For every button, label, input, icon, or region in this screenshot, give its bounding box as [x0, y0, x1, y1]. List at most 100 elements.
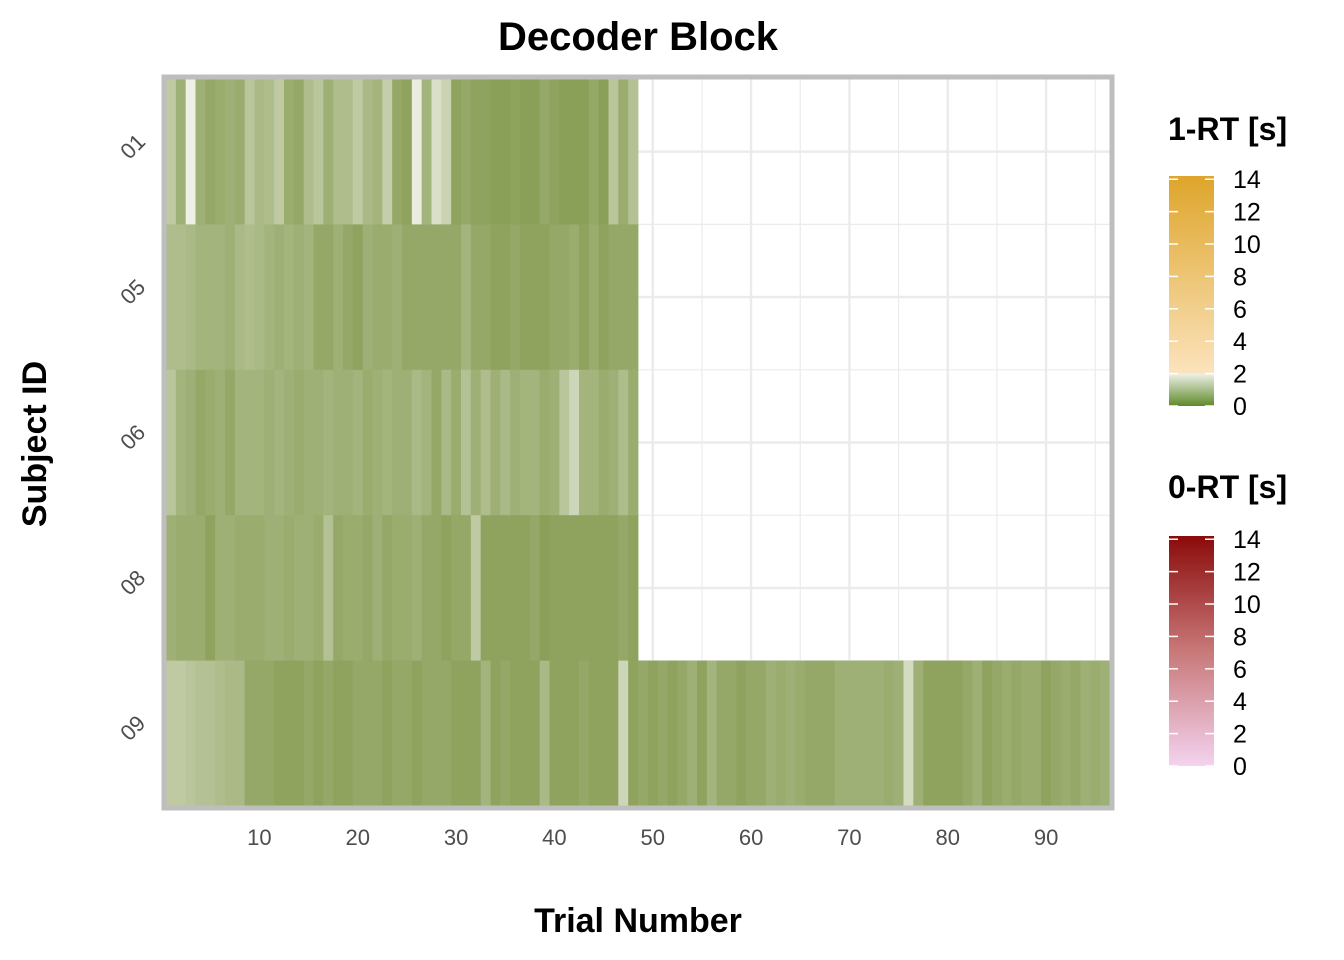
heatmap-cell	[225, 224, 236, 371]
legend-zero-rt-title: 0-RT [s]	[1168, 469, 1287, 505]
heatmap-cell	[1031, 660, 1042, 807]
heatmap-cell	[470, 660, 482, 807]
heatmap-cell	[569, 515, 580, 661]
heatmap-cell	[185, 660, 196, 807]
heatmap-cell	[352, 660, 364, 807]
heatmap-cell	[254, 224, 265, 371]
legend-tick-label: 0	[1233, 393, 1247, 421]
heatmap-cell	[579, 224, 590, 371]
heatmap-cell	[608, 369, 619, 516]
heatmap-cell	[579, 515, 590, 661]
heatmap-cell	[215, 515, 226, 661]
heatmap-cell	[490, 79, 501, 225]
heatmap-cell	[913, 660, 924, 807]
heatmap-cell	[461, 369, 472, 516]
y-tick-label: 06	[115, 420, 150, 455]
heatmap-cell	[451, 660, 462, 807]
heatmap-cell	[313, 224, 324, 371]
legend-one-rt-ticks: 0 2 4 6 8 10 12 14	[1169, 166, 1261, 421]
legend-tick-label: 10	[1233, 231, 1261, 259]
heatmap-cell	[470, 515, 482, 661]
heatmap-cell	[1060, 660, 1072, 807]
heatmap-cell	[392, 224, 403, 371]
heatmap-cell	[529, 224, 541, 371]
heatmap-cell	[303, 224, 314, 371]
x-tick-label: 90	[1034, 825, 1058, 850]
heatmap-cell	[480, 660, 491, 807]
heatmap-cell	[431, 224, 442, 371]
heatmap-cell	[470, 224, 482, 371]
heatmap-cell	[844, 660, 855, 807]
heatmap-cell	[411, 79, 423, 225]
heatmap-cell	[992, 660, 1003, 807]
heatmap-cell	[303, 515, 314, 661]
heatmap-cell	[234, 224, 246, 371]
heatmap-cell	[431, 660, 442, 807]
heatmap-cell	[234, 515, 246, 661]
legend-tick-label: 2	[1233, 361, 1247, 389]
y-axis-ticks: 01 05 06 08 09	[115, 129, 150, 746]
heatmap-cell	[392, 515, 403, 661]
heatmap-cell	[392, 79, 403, 225]
heatmap-cell	[274, 224, 285, 371]
heatmap-cell	[293, 660, 305, 807]
heatmap-cell	[402, 515, 413, 661]
heatmap-cell	[215, 79, 226, 225]
heatmap-cell	[746, 660, 757, 807]
heatmap-cell	[215, 660, 226, 807]
heatmap-cell	[461, 515, 472, 661]
legend-tick-label: 10	[1233, 591, 1261, 619]
heatmap-cell	[608, 660, 619, 807]
legend-zero-rt: 0-RT [s] 0 2 4 6 8 10 12 14	[1168, 469, 1287, 781]
heatmap-cell	[559, 79, 570, 225]
heatmap-cell	[431, 515, 442, 661]
heatmap-cell	[598, 369, 609, 516]
legend-one-rt-title: 1-RT [s]	[1168, 111, 1287, 147]
heatmap-cell	[529, 79, 541, 225]
heatmap-cell	[1011, 660, 1022, 807]
heatmap-cell	[175, 224, 187, 371]
heatmap-cell	[962, 660, 973, 807]
heatmap-cell	[461, 224, 472, 371]
heatmap-cell	[362, 79, 373, 225]
heatmap-cell	[195, 515, 206, 661]
heatmap-cell	[175, 515, 187, 661]
legend-tick-label: 8	[1233, 623, 1247, 651]
heatmap-cell	[166, 369, 177, 516]
heatmap-cell	[569, 369, 580, 516]
heatmap-cell	[431, 369, 442, 516]
heatmap-cell	[510, 515, 521, 661]
heatmap-cell	[510, 369, 521, 516]
heatmap-cell	[225, 79, 236, 225]
heatmap-cell	[323, 515, 334, 661]
heatmap-cell	[195, 79, 206, 225]
heatmap-cell	[588, 224, 600, 371]
heatmap-cell	[539, 369, 550, 516]
legend-tick-label: 6	[1233, 656, 1247, 684]
heatmap-cell	[490, 515, 501, 661]
heatmap-cell	[421, 224, 432, 371]
heatmap-cell	[175, 369, 187, 516]
heatmap-cell	[392, 660, 403, 807]
heatmap-cell	[1021, 660, 1032, 807]
heatmap-cell	[421, 369, 432, 516]
heatmap-cell	[234, 79, 246, 225]
heatmap-cell	[274, 369, 285, 516]
heatmap-cell	[520, 79, 531, 225]
heatmap-cell	[470, 79, 482, 225]
heatmap-cell	[343, 369, 354, 516]
heatmap-cell	[470, 369, 482, 516]
heatmap-cell	[333, 660, 344, 807]
heatmap-cell	[205, 660, 216, 807]
heatmap-cell	[382, 515, 393, 661]
heatmap-cell	[362, 660, 373, 807]
heatmap-cell	[529, 660, 541, 807]
heatmap-cell	[333, 369, 344, 516]
heatmap-cell	[579, 369, 590, 516]
heatmap-cell	[1041, 660, 1052, 807]
heatmap-cell	[411, 224, 423, 371]
chart-title: Decoder Block	[498, 15, 779, 59]
heatmap-cell	[854, 660, 865, 807]
heatmap-cell	[903, 660, 914, 807]
heatmap-cell	[303, 369, 314, 516]
